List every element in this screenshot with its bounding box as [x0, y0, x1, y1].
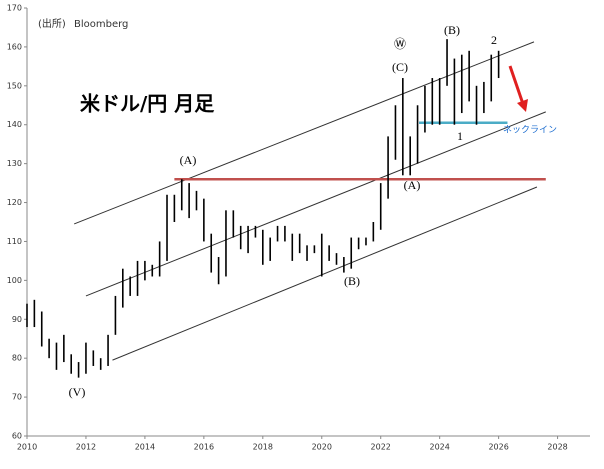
y-tick-label: 120 — [7, 198, 22, 207]
x-tick-label: 2028 — [547, 443, 567, 452]
wave-label: 1 — [457, 129, 463, 143]
source-name: Bloomberg — [74, 19, 128, 30]
chart-title: 米ドル/円 月足 — [80, 92, 215, 116]
x-tick-label: 2018 — [253, 443, 273, 452]
trend-line — [112, 186, 538, 361]
y-tick-label: 100 — [7, 276, 22, 285]
y-tick-label: 170 — [7, 4, 22, 13]
y-tick-label: 90 — [12, 315, 22, 324]
y-tick-label: 80 — [12, 354, 22, 363]
wave-label: (B) — [444, 23, 460, 37]
arrow-head — [517, 99, 528, 112]
y-tick-label: 150 — [7, 81, 22, 90]
y-tick-label: 70 — [12, 393, 22, 402]
x-tick-label: 2016 — [194, 443, 214, 452]
wave-label: (A) — [404, 178, 421, 192]
x-tick-label: 2024 — [429, 443, 449, 452]
trend-line — [73, 41, 535, 225]
x-tick-label: 2010 — [17, 443, 37, 452]
wave-label: Ⓦ — [394, 37, 406, 51]
y-tick-label: 110 — [7, 237, 22, 246]
source-label: (出所) — [38, 17, 66, 30]
wave-label: ネックライン — [503, 125, 557, 136]
wave-label: (C) — [392, 60, 408, 74]
wave-label: (V) — [69, 385, 86, 399]
y-tick-label: 60 — [12, 432, 22, 441]
y-tick-label: 140 — [7, 120, 22, 129]
x-tick-label: 2026 — [488, 443, 508, 452]
y-tick-label: 160 — [7, 42, 22, 51]
wave-label: 2 — [491, 33, 497, 47]
y-tick-label: 130 — [7, 159, 22, 168]
arrow-shaft — [508, 65, 525, 105]
wave-label: (B) — [344, 274, 360, 288]
x-tick-label: 2022 — [371, 443, 391, 452]
x-tick-label: 2020 — [312, 443, 332, 452]
wave-label: (A) — [180, 153, 197, 167]
trend-line — [85, 111, 546, 297]
x-tick-label: 2014 — [135, 443, 155, 452]
x-tick-label: 2012 — [76, 443, 96, 452]
